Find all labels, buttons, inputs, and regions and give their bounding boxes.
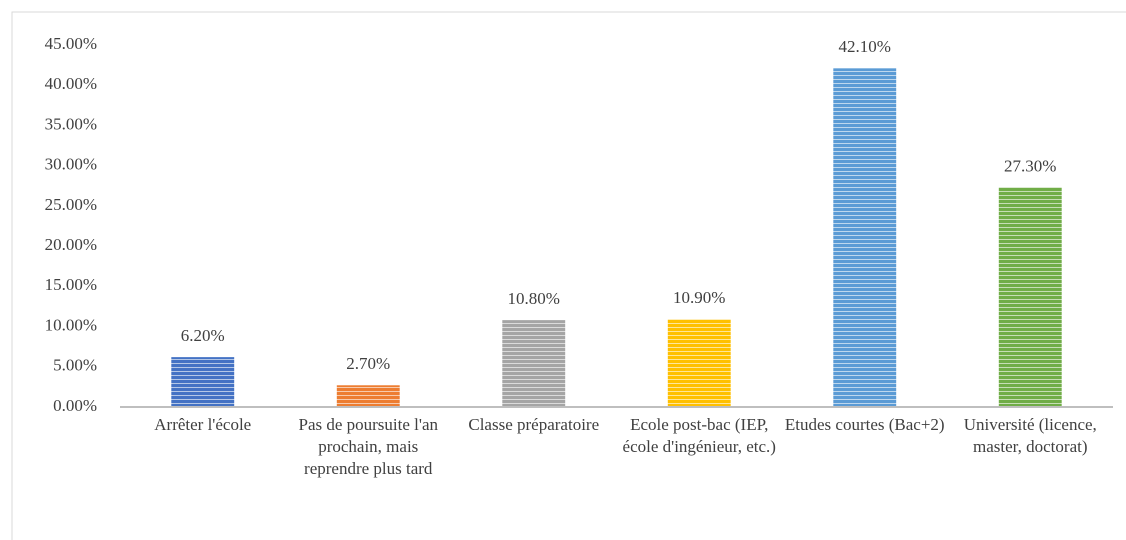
x-tick-label-box: Université (licence, master, doctorat) xyxy=(963,415,1097,456)
y-tick-label: 30.00% xyxy=(45,155,97,174)
y-tick-label: 0.00% xyxy=(53,396,97,415)
x-tick-label-box: Arrêter l'école xyxy=(154,415,252,434)
bar xyxy=(833,68,897,407)
value-label: 2.70% xyxy=(346,354,390,373)
x-tick-label-box: Ecole post-bac (IEP, école d'ingénieur, … xyxy=(622,415,776,456)
value-label: 27.30% xyxy=(1004,156,1056,175)
value-label: 10.90% xyxy=(673,288,725,307)
y-tick-label: 15.00% xyxy=(45,275,97,294)
y-tick-label: 35.00% xyxy=(45,114,97,133)
value-label: 42.10% xyxy=(839,37,891,56)
bar xyxy=(502,320,566,407)
bar xyxy=(171,357,235,407)
chart-frame xyxy=(11,11,1126,540)
y-tick-label: 25.00% xyxy=(45,195,97,214)
y-tick-label: 5.00% xyxy=(53,356,97,375)
value-label: 6.20% xyxy=(181,326,225,345)
x-tick-label: Etudes courtes (Bac+2) xyxy=(784,415,945,434)
y-tick-label: 45.00% xyxy=(45,34,97,53)
x-tick-label-box: Etudes courtes (Bac+2) xyxy=(784,415,945,434)
y-tick-label: 20.00% xyxy=(45,235,97,254)
y-tick-label: 40.00% xyxy=(45,74,97,93)
value-label: 10.80% xyxy=(508,289,560,308)
x-tick-label-box: Classe préparatoire xyxy=(468,415,600,434)
bar xyxy=(998,187,1062,407)
x-tick-label: Pas de poursuite l'an prochain, mais rep… xyxy=(298,415,438,478)
x-tick-label: Université (licence, master, doctorat) xyxy=(963,415,1097,456)
x-tick-label-box: Pas de poursuite l'an prochain, mais rep… xyxy=(298,415,438,478)
x-tick-label: Classe préparatoire xyxy=(468,415,600,434)
bar xyxy=(667,319,731,407)
bar xyxy=(336,385,400,407)
x-tick-label: Arrêter l'école xyxy=(154,415,252,434)
x-tick-label: Ecole post-bac (IEP, école d'ingénieur, … xyxy=(622,415,776,456)
y-tick-label: 10.00% xyxy=(45,315,97,334)
